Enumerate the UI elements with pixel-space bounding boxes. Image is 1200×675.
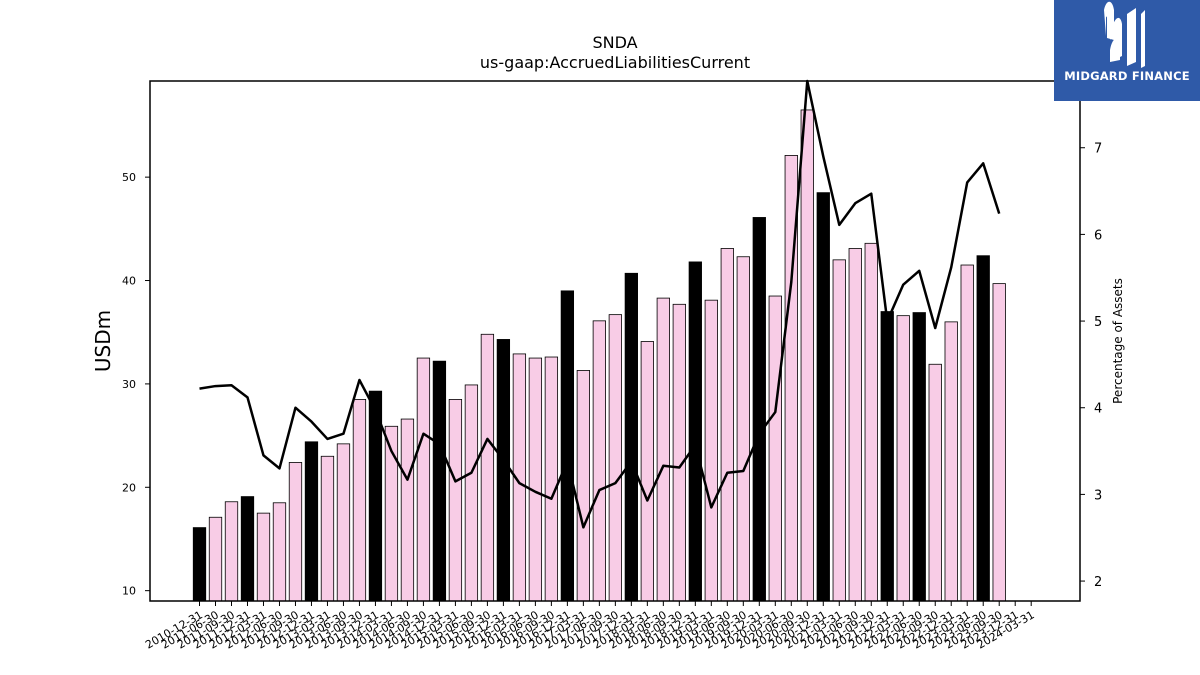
midgard-logo-icon — [1104, 1, 1145, 68]
bar — [768, 295, 782, 602]
bar — [544, 356, 559, 602]
bar — [464, 384, 479, 602]
x-axis: 2010-12-312011-06-302011-09-302011-12-31… — [143, 601, 1037, 652]
bar — [656, 297, 670, 602]
bar — [496, 339, 511, 602]
bar — [560, 290, 575, 602]
bar — [480, 333, 495, 602]
y2-axis-label: Percentage of Assets — [1111, 278, 1125, 404]
brand-name: MIDGARD FINANCE — [1064, 69, 1190, 83]
bar — [240, 496, 255, 602]
bar — [592, 320, 606, 602]
brand-logo: MIDGARD FINANCE — [1054, 0, 1200, 101]
y2-tick-label: 5 — [1094, 315, 1102, 330]
bar — [416, 357, 431, 602]
bar — [752, 217, 766, 602]
bar — [528, 357, 543, 602]
bar — [208, 516, 223, 602]
bar — [976, 255, 990, 602]
bar — [576, 370, 590, 602]
bar — [624, 272, 638, 602]
bar — [720, 248, 734, 602]
bar — [736, 256, 750, 602]
bar-group — [192, 109, 1006, 602]
bar — [832, 259, 846, 602]
bar — [928, 363, 942, 602]
y-tick-label: 10 — [122, 585, 136, 598]
bar — [880, 311, 894, 602]
y2-tick-label: 2 — [1094, 575, 1102, 590]
line-layer — [199, 79, 1001, 529]
line-series — [199, 79, 1001, 529]
y-tick-label: 40 — [122, 275, 136, 288]
bar — [816, 192, 830, 602]
chart-subtitle: us-gaap:AccruedLiabilitiesCurrent — [480, 53, 750, 72]
bar — [224, 501, 239, 602]
bar — [192, 527, 207, 602]
bar — [912, 312, 926, 602]
bar — [448, 399, 463, 602]
bar — [320, 455, 335, 602]
bar — [896, 315, 910, 602]
y2-tick-label: 3 — [1094, 488, 1102, 503]
bar — [672, 303, 686, 602]
bar — [864, 242, 878, 602]
bar — [992, 283, 1006, 602]
y-axis-label: USDm — [91, 310, 115, 372]
bar — [944, 321, 958, 602]
bar — [304, 441, 319, 602]
left-axis: 10 20 30 40 50 — [122, 171, 150, 598]
bar — [400, 418, 415, 602]
bar — [352, 399, 367, 602]
y2-tick-label: 7 — [1094, 142, 1102, 157]
bar — [288, 462, 303, 602]
bar — [432, 360, 447, 602]
bar — [800, 109, 814, 602]
bar — [704, 299, 718, 602]
bar — [336, 443, 351, 602]
y-tick-label: 20 — [122, 481, 136, 494]
bar — [848, 248, 862, 602]
y2-tick-label: 6 — [1094, 228, 1102, 243]
y2-tick-label: 4 — [1094, 402, 1102, 417]
y-tick-label: 30 — [122, 378, 136, 391]
bar — [256, 512, 271, 602]
y-tick-label: 50 — [122, 171, 136, 184]
bar — [272, 502, 287, 602]
right-axis: 2 3 4 5 6 7 — [1080, 142, 1102, 590]
bar — [688, 261, 702, 602]
chart-title: SNDA — [592, 33, 637, 52]
bar — [608, 314, 622, 602]
bar — [960, 264, 974, 602]
bar — [640, 341, 654, 602]
